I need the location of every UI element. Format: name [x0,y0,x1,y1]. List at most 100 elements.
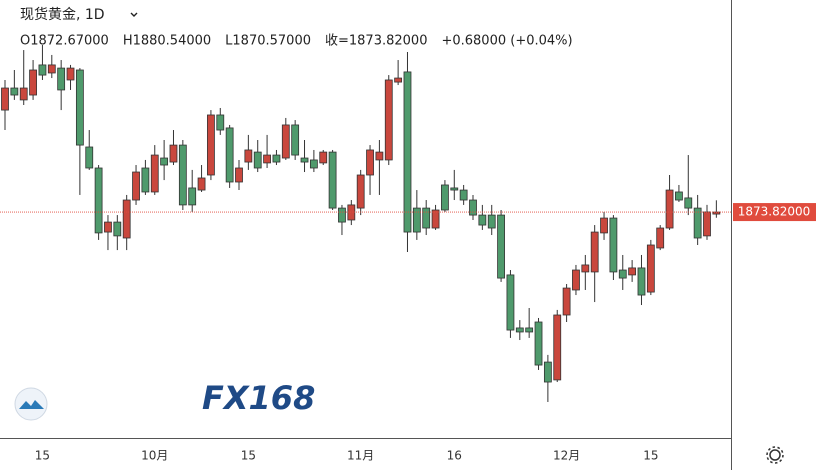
candle-body [122,199,131,239]
candle-body [309,159,318,169]
x-tick-label: 15 [241,449,256,463]
candle-body [478,214,487,226]
candle-body [590,231,599,273]
info-item: +0.68000 (+0.04%) [441,34,572,49]
info-item: O1872.67000 [20,34,109,49]
candle-body [431,209,440,229]
info-item: L1870.57000 [225,34,311,49]
candle-body [469,199,477,216]
gear-teeth[interactable] [766,446,784,464]
candle-body [188,187,197,206]
ohlc-info: O1872.67000 H1880.54000 L1870.57000 收=1873.… [20,34,573,49]
candle-body [637,267,646,296]
candle-body [338,207,346,223]
candle-body [375,151,384,161]
candle-body [572,269,580,291]
candle-body [94,167,103,234]
candle-body [506,274,515,331]
candle-body [244,149,253,163]
candle-body [684,197,693,209]
candle-body [703,211,711,237]
candle-body [178,144,187,206]
candle-body [534,321,543,366]
candle-body [497,214,505,279]
candle-body [487,214,496,229]
candle-body [66,67,75,81]
candle-body [422,207,431,229]
candle-body [38,64,47,76]
info-item: 收=1873.82000 [325,34,427,49]
gear[interactable] [769,449,781,461]
candle-body [197,177,206,191]
candle-body [319,151,328,164]
candle-body [300,157,309,163]
candle-body [29,69,37,96]
x-tick-label: 15 [35,449,50,463]
candle-body [10,87,19,96]
candle-body [132,171,140,201]
x-tick-label: 15 [643,449,658,463]
candle-body [459,189,468,201]
candle-body [281,124,290,159]
candle-body [263,154,271,164]
candle-body [609,217,618,273]
candle-body [75,69,84,146]
last-price-box [733,203,816,222]
candle-body [1,87,9,111]
candle-body [515,327,524,333]
candle-body [160,157,169,166]
candle-body [104,221,112,233]
candles [1,44,721,402]
info-item: H1880.54000 [123,34,211,49]
candle-body [207,114,215,176]
candle-body [665,189,674,229]
logo-icon [19,400,44,409]
watermark: FX168 [202,379,315,417]
candle-body [618,269,627,279]
candle-body [169,144,178,163]
candle-body [675,191,683,201]
candle-body [225,127,234,183]
candle-body [57,67,66,91]
candle-body [646,244,655,293]
candle-body [291,124,300,156]
candle-body [525,327,534,333]
candle-body [553,314,562,381]
candle-body [85,146,94,169]
candle-body [235,167,243,183]
candle-body [216,114,225,131]
candle-body [543,361,552,383]
candle-body [150,154,159,193]
candle-body [366,149,374,176]
chevron[interactable] [130,12,138,17]
candle-body [441,184,449,211]
x-tick-label: 11月 [347,449,374,463]
candle-body [328,151,337,209]
candle-body [628,267,637,276]
candle-body [693,207,702,239]
candle-body [356,174,365,209]
candle-body [272,154,281,163]
overlay: 现货黄金, 1D O1872.67000 H1880.54000 L1870.570… [14,6,573,421]
candle-body [412,207,421,233]
candle-body [394,77,403,83]
candle-body [19,87,28,101]
candle-body [600,217,608,234]
candle-body [141,167,150,193]
x-tick-label: 10月 [141,449,168,463]
last-price-label: 1873.82000 [738,205,811,219]
settings-icon[interactable] [766,446,784,464]
candle-body [656,227,665,249]
candle-body [47,64,56,74]
logo-circle [14,387,48,421]
candle-body [113,221,122,237]
chart-title[interactable]: 现货黄金, 1D [20,6,105,23]
candle-body [581,264,590,273]
candle-body [562,287,571,316]
candle-body [253,151,262,169]
candle-body [450,187,459,191]
candle-body [384,79,393,161]
